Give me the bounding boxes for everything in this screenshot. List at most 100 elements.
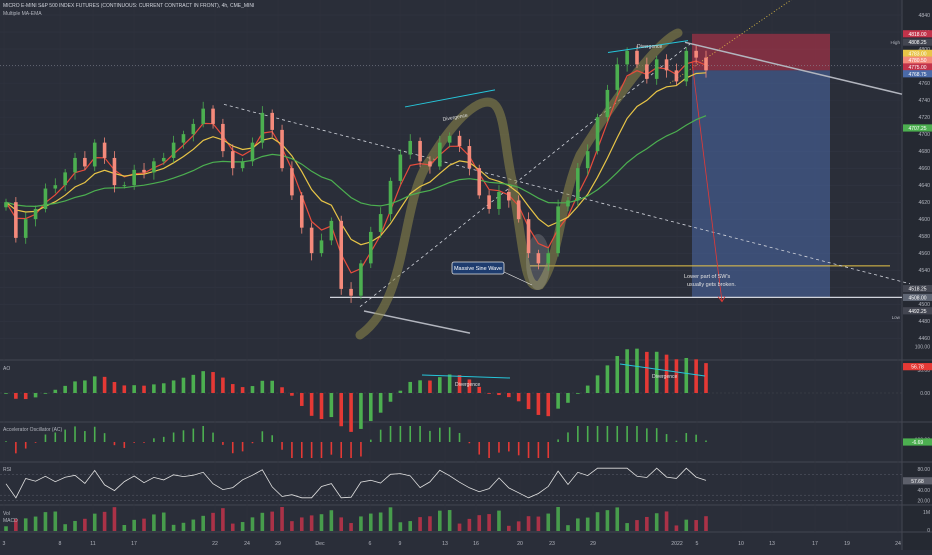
candle xyxy=(428,161,432,167)
ao-bar xyxy=(635,348,639,393)
ac-bar xyxy=(665,434,668,442)
ac-bar xyxy=(360,442,362,457)
ao-bar xyxy=(73,381,77,393)
y-tick-label: 4480 xyxy=(918,319,930,325)
volume-bar xyxy=(191,519,196,531)
y-tick-label: 4720 xyxy=(918,115,930,121)
volume-bar xyxy=(14,518,18,531)
volume-bar xyxy=(92,513,97,531)
ac-bar xyxy=(636,426,638,442)
candle xyxy=(398,154,403,181)
ac-bar xyxy=(705,440,707,442)
price-label-box xyxy=(903,285,932,293)
candle xyxy=(556,206,560,254)
volume-bar xyxy=(319,514,324,531)
ac-bar xyxy=(84,431,86,442)
ao-bar xyxy=(418,380,422,393)
volume-bar xyxy=(576,518,580,531)
volume-bar xyxy=(329,510,334,531)
candle xyxy=(438,142,442,167)
candle xyxy=(112,157,117,186)
ao-bar xyxy=(408,381,413,393)
candle xyxy=(329,220,334,241)
rsi-tick-label: 20.00 xyxy=(917,498,930,504)
uptrend-line xyxy=(359,43,691,308)
volume-bar xyxy=(181,522,186,531)
volume-bar xyxy=(674,525,679,531)
x-tick-label: 13 xyxy=(442,541,448,547)
ac-bar xyxy=(231,442,234,454)
price-label-box xyxy=(903,293,932,301)
ac-bar xyxy=(379,429,382,442)
ao-bar xyxy=(654,351,659,393)
x-tick-label: 6 xyxy=(369,541,372,547)
candle xyxy=(132,169,136,186)
volume-bar xyxy=(447,510,452,531)
ac-bar xyxy=(369,439,372,442)
candle xyxy=(684,50,689,82)
ac-bar xyxy=(162,436,165,442)
high-label: High xyxy=(891,40,901,45)
volume-bar xyxy=(507,525,511,531)
ac-bar xyxy=(616,426,619,442)
candle xyxy=(635,50,639,65)
price-label: 4508.00 xyxy=(908,295,926,301)
candle xyxy=(102,142,107,158)
x-tick-label: 17 xyxy=(812,541,818,547)
price-axis-background xyxy=(902,0,932,550)
candle xyxy=(664,59,669,71)
ao-bar xyxy=(546,393,551,417)
candle xyxy=(201,108,205,124)
ac-bar xyxy=(527,442,530,458)
ao-bar xyxy=(378,393,383,413)
volume-bar xyxy=(654,513,659,531)
ac-bar xyxy=(320,442,323,458)
divergence-label: Divergence xyxy=(442,113,468,123)
ao-bar xyxy=(447,374,452,393)
candle xyxy=(221,123,225,152)
ac-bar xyxy=(458,432,461,442)
ao-bar xyxy=(83,380,87,393)
note-line: usually gets broken. xyxy=(687,282,736,288)
y-tick-label: 4640 xyxy=(918,183,930,189)
volume-bar xyxy=(467,518,472,531)
channel-extension-line xyxy=(669,0,792,84)
candle xyxy=(43,188,48,209)
ao-bar xyxy=(487,393,491,394)
rsi-tick-label: 40.00 xyxy=(917,488,930,494)
candle xyxy=(349,288,353,296)
ac-bar xyxy=(350,442,352,458)
ao-bar xyxy=(368,393,373,422)
candle xyxy=(388,180,393,215)
sine-wave-callout xyxy=(451,261,505,275)
candle xyxy=(585,151,590,169)
x-tick-label: 22 xyxy=(212,541,218,547)
candle xyxy=(487,195,491,209)
candle xyxy=(299,195,304,228)
vol-tick-label: 0 xyxy=(927,528,930,534)
candle xyxy=(290,168,294,196)
ac-bar xyxy=(300,442,303,458)
candle xyxy=(53,185,58,189)
candle xyxy=(83,157,87,167)
rsi-pane-label: RSI xyxy=(3,467,12,473)
y-tick-label: 4760 xyxy=(918,81,930,87)
price-label: 4818.00 xyxy=(908,32,926,38)
volume-bar xyxy=(664,511,669,531)
volume-bar xyxy=(211,512,215,531)
volume-bar xyxy=(122,525,127,531)
candle xyxy=(418,140,422,162)
volume-bar xyxy=(428,516,432,531)
ac-bar xyxy=(409,426,412,442)
candle xyxy=(122,185,127,187)
y-tick-label: 4740 xyxy=(918,98,930,104)
ao-bar xyxy=(388,393,393,402)
sine-wave-highlight xyxy=(355,28,683,340)
candle xyxy=(447,135,452,143)
volume-bar xyxy=(516,521,521,531)
ao-bar xyxy=(270,380,274,393)
volume-bar xyxy=(240,522,245,531)
ao-bar xyxy=(704,363,708,393)
